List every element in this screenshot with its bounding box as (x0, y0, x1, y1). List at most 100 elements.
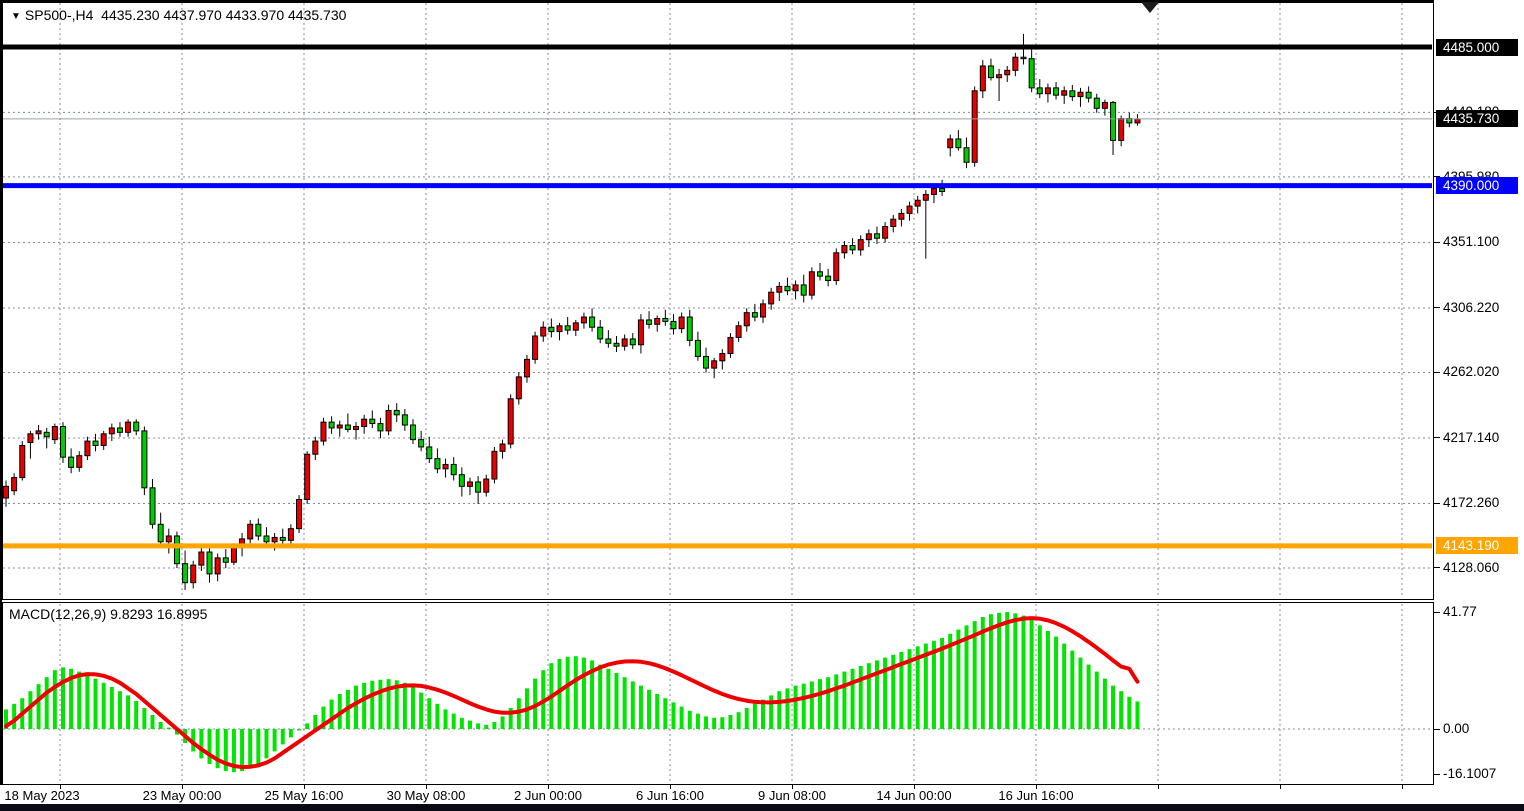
macd-histogram-bar (272, 729, 277, 752)
candlestick-plot[interactable] (3, 3, 1433, 599)
macd-histogram-bar (459, 717, 464, 729)
macd-histogram-bar (988, 614, 993, 729)
price-chart-panel[interactable]: ▼ SP500-,H4 4435.230 4437.970 4433.970 44… (2, 2, 1434, 600)
macd-histogram-bar (12, 703, 17, 729)
candle-body (304, 453, 311, 500)
candle-body (279, 536, 286, 541)
macd-histogram-bar (590, 660, 595, 729)
candle-body (540, 326, 547, 337)
time-axis-tick (60, 785, 61, 789)
candle-body (914, 199, 921, 207)
macd-histogram-bar (850, 668, 855, 729)
candle-body (68, 456, 75, 468)
level-price-badge: 4485.000 (1436, 38, 1518, 56)
macd-histogram-bar (557, 659, 562, 729)
candle-body (3, 485, 9, 499)
macd-histogram-bar (508, 708, 513, 729)
candle-body (532, 335, 539, 360)
candle-body (491, 450, 498, 480)
price-axis[interactable]: 4440.1804395.9804351.1004306.2204262.020… (1434, 0, 1524, 805)
candle-body (116, 427, 123, 433)
macd-histogram-bar (907, 649, 912, 729)
current-price-badge: 4435.730 (1436, 110, 1518, 128)
axis-tick (1434, 371, 1440, 373)
candle-body (1012, 56, 1019, 71)
macd-histogram-bar (1013, 613, 1018, 729)
candle-body (247, 523, 254, 540)
macd-histogram-bar (500, 716, 505, 729)
candle-body (662, 317, 669, 322)
candle-body (108, 427, 115, 435)
axis-tick (1434, 437, 1440, 439)
candle-body (580, 316, 587, 324)
candle-body (808, 271, 815, 296)
candle-body (1085, 91, 1092, 99)
axis-tick (1434, 502, 1440, 504)
macd-histogram-bar (899, 652, 904, 729)
macd-axis-label: -16.1007 (1443, 766, 1497, 782)
candle-body (882, 226, 889, 239)
window-border-left (0, 0, 2, 805)
candle-body (784, 285, 791, 292)
candle-body (100, 433, 107, 446)
time-axis-label: 25 May 16:00 (264, 788, 344, 803)
macd-indicator-panel[interactable]: MACD(12,26,9) 9.8293 16.8995 (2, 602, 1434, 785)
macd-histogram-bar (1021, 615, 1026, 729)
macd-histogram-bar (1054, 636, 1059, 729)
macd-histogram-bar (240, 729, 245, 771)
candle-body (1077, 91, 1084, 98)
candle-body (694, 339, 701, 357)
axis-tick (1434, 241, 1440, 243)
chart-shift-marker-icon[interactable] (1141, 2, 1159, 13)
candle-body (11, 477, 18, 492)
macd-histogram-bar (321, 706, 326, 729)
macd-histogram-bar (761, 699, 766, 729)
candle-body (1020, 56, 1027, 60)
macd-axis-label: 41.77 (1443, 604, 1477, 620)
macd-histogram-bar (44, 677, 49, 729)
macd-histogram-bar (109, 687, 114, 729)
candle-body (841, 245, 848, 254)
level-price-badge: 4390.000 (1436, 177, 1518, 195)
candle-body (466, 481, 473, 487)
candle-body (979, 65, 986, 92)
macd-histogram-bar (362, 682, 367, 729)
symbol-dropdown-icon[interactable]: ▼ (11, 11, 21, 22)
candle-body (76, 455, 83, 468)
macd-histogram-bar (394, 680, 399, 729)
candle-body (523, 358, 530, 378)
macd-histogram-bar (671, 702, 676, 729)
candle-body (35, 430, 42, 435)
axis-tick (1434, 773, 1440, 775)
macd-histogram-bar (940, 638, 945, 729)
candle-body (222, 557, 229, 563)
macd-label: MACD(12,26,9) 9.8293 16.8995 (9, 606, 208, 622)
window-bottom-edge (0, 804, 1524, 811)
macd-histogram-bar (1086, 664, 1091, 729)
macd-histogram-bar (687, 710, 692, 729)
candle-body (475, 481, 482, 493)
candle-body (198, 551, 205, 566)
macd-plot[interactable] (3, 603, 1433, 784)
macd-histogram-bar (1045, 631, 1050, 729)
candle-body (1004, 69, 1011, 76)
macd-histogram-bar (101, 682, 106, 729)
candle-body (1036, 87, 1043, 95)
candle-body (43, 431, 50, 438)
candle-body (19, 444, 26, 479)
macd-axis-label: 0.00 (1443, 721, 1470, 736)
time-axis[interactable]: 18 May 2023 23 May 00:00 25 May 16:00 30 Ma… (0, 785, 1434, 804)
candle-body (589, 316, 596, 328)
candle-body (271, 536, 278, 543)
macd-histogram-bar (36, 684, 41, 729)
candle-body (873, 233, 880, 239)
macd-histogram-bar (1127, 696, 1132, 729)
candle-body (149, 487, 156, 525)
candle-body (1093, 97, 1100, 109)
candle-body (686, 316, 693, 341)
candle-body (507, 398, 514, 445)
macd-histogram-bar (1094, 671, 1099, 729)
macd-histogram-bar (435, 703, 440, 729)
macd-histogram-bar (606, 668, 611, 729)
macd-histogram-bar (1037, 625, 1042, 729)
